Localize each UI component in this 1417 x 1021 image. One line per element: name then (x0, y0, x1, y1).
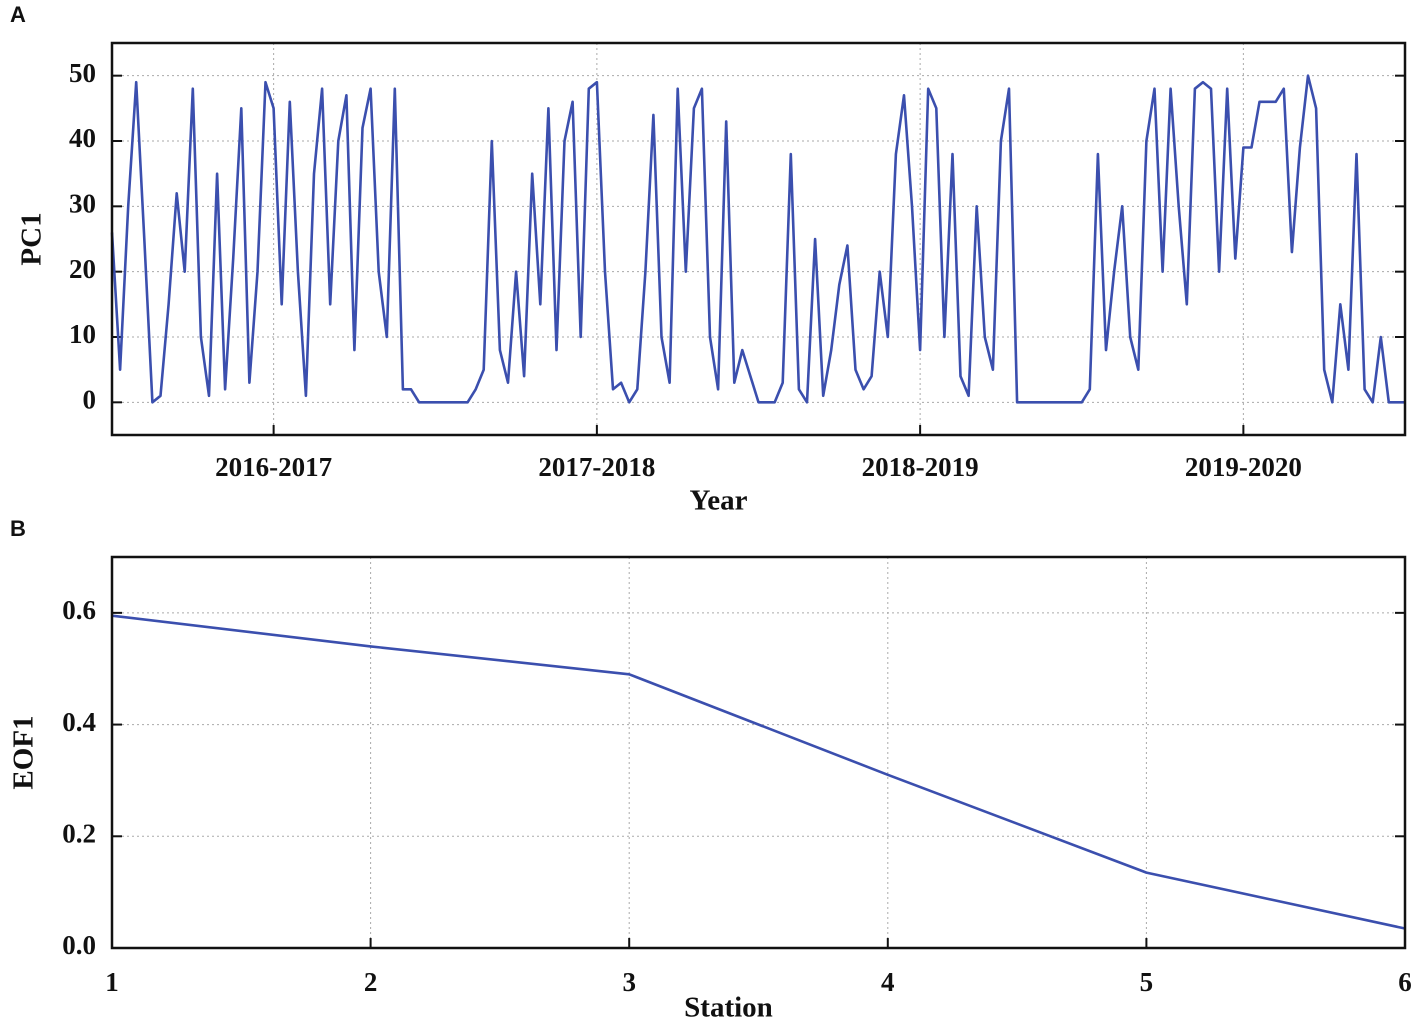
y-axis-label: EOF1 (8, 715, 40, 789)
y-tick-label: 10 (69, 319, 96, 349)
y-tick-label: 30 (69, 189, 96, 219)
data-line (110, 74, 1405, 404)
panel-label: B (10, 516, 26, 541)
x-axis-label: Station (684, 992, 773, 1021)
y-tick-label: 0 (83, 385, 97, 415)
y-tick-label: 40 (69, 123, 96, 153)
x-tick-label: 3 (622, 967, 636, 997)
x-tick-label: 4 (881, 967, 895, 997)
x-tick-label: 2018-2019 (862, 452, 979, 482)
y-tick-label: 0.2 (62, 818, 96, 848)
y-tick-label: 20 (69, 254, 96, 284)
y-axis-label: PC1 (16, 212, 48, 265)
x-tick-label: 6 (1398, 967, 1412, 997)
x-tick-label: 2017-2018 (538, 452, 655, 482)
x-tick-label: 5 (1140, 967, 1154, 997)
x-tick-label: 2016-2017 (215, 452, 332, 482)
y-tick-label: 50 (69, 58, 96, 88)
x-tick-label: 2019-2020 (1185, 452, 1302, 482)
y-tick-label: 0.4 (62, 707, 96, 737)
y-tick-label: 0.0 (62, 930, 96, 960)
y-tick-label: 0.6 (62, 595, 96, 625)
plot-frame (110, 41, 1407, 437)
x-tick-label: 2 (364, 967, 378, 997)
x-axis-label: Year (690, 485, 748, 517)
x-tick-label: 1 (105, 967, 119, 997)
plot-frame (110, 555, 1407, 950)
panel-label: A (10, 2, 26, 27)
data-line (111, 614, 1406, 930)
